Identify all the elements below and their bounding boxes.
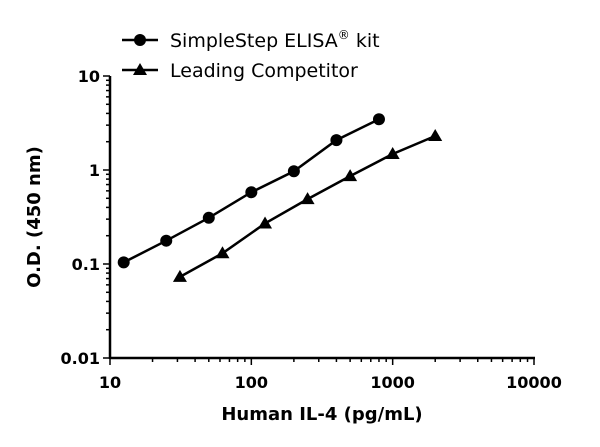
y-axis-label: O.D. (450 nm) bbox=[24, 146, 45, 288]
data-point bbox=[300, 192, 315, 205]
data-point bbox=[372, 113, 385, 126]
legend-label: SimpleStep ELISA bbox=[170, 30, 338, 52]
legend-circle-marker-icon bbox=[134, 34, 146, 46]
legend: SimpleStep ELISA® kit Leading Competitor bbox=[122, 28, 380, 82]
y-tick-label: 10 bbox=[78, 67, 100, 86]
legend-suffix: kit bbox=[350, 30, 380, 52]
data-point bbox=[245, 186, 258, 199]
data-point bbox=[215, 246, 230, 259]
y-tick-label: 0.1 bbox=[72, 255, 100, 274]
legend-superscript: ® bbox=[338, 28, 350, 42]
series-1 bbox=[172, 128, 443, 282]
x-tick-label: 100 bbox=[235, 373, 268, 392]
legend-item-simplestep: SimpleStep ELISA® kit bbox=[122, 28, 380, 52]
data-point bbox=[330, 134, 343, 147]
data-point bbox=[385, 146, 400, 159]
legend-item-competitor: Leading Competitor bbox=[122, 60, 358, 82]
data-point bbox=[160, 234, 173, 247]
x-tick-label: 10000 bbox=[506, 373, 562, 392]
x-tick-label: 10 bbox=[99, 373, 121, 392]
data-point bbox=[287, 165, 300, 178]
data-point bbox=[172, 269, 187, 282]
legend-triangle-marker-icon bbox=[133, 63, 147, 75]
svg-text:SimpleStep ELISA® kit: SimpleStep ELISA® kit bbox=[170, 28, 380, 52]
data-point bbox=[117, 256, 130, 269]
data-point bbox=[428, 128, 443, 141]
series-group bbox=[117, 113, 443, 282]
data-point bbox=[202, 211, 215, 224]
y-tick-label: 0.01 bbox=[61, 349, 100, 368]
series-0 bbox=[117, 113, 385, 269]
data-point bbox=[258, 216, 273, 229]
x-tick-label: 1000 bbox=[370, 373, 415, 392]
axes: 10 100 1000 10000 0.01 0.1 1 10 bbox=[61, 67, 562, 392]
x-axis-label: Human IL-4 (pg/mL) bbox=[221, 404, 422, 425]
data-point bbox=[343, 169, 358, 182]
legend-label: Leading Competitor bbox=[170, 60, 358, 82]
y-tick-label: 1 bbox=[89, 161, 100, 180]
